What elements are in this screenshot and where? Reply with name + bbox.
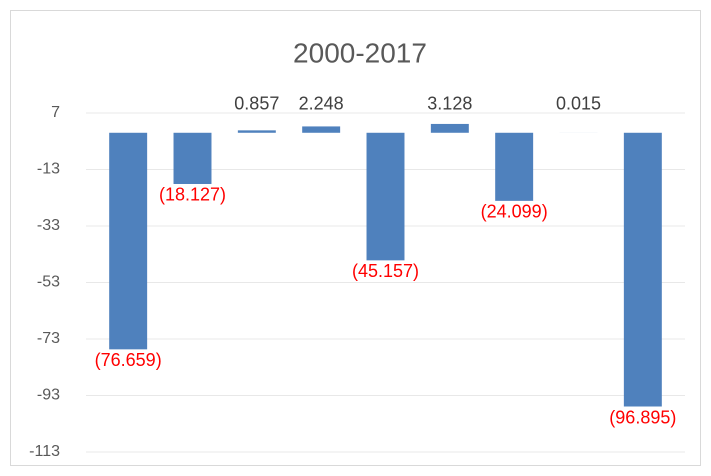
y-tick-label: -13 xyxy=(37,161,60,178)
y-tick-label: -73 xyxy=(37,330,60,347)
value-label: (18.127) xyxy=(159,185,226,205)
y-tick-label: -33 xyxy=(37,217,60,234)
bar xyxy=(430,123,469,133)
value-label: 0.015 xyxy=(556,94,601,114)
bar xyxy=(366,132,405,261)
bar xyxy=(173,132,212,184)
bar xyxy=(237,130,276,133)
y-tick-label: -93 xyxy=(37,387,60,404)
bar xyxy=(302,126,341,133)
bar xyxy=(623,132,662,407)
bar xyxy=(495,132,534,201)
value-label: (24.099) xyxy=(481,202,548,222)
value-label: 3.128 xyxy=(427,94,472,114)
y-tick-label: 7 xyxy=(51,104,60,121)
y-tick-label: -53 xyxy=(37,274,60,291)
value-label: (45.157) xyxy=(352,261,419,281)
bar xyxy=(109,132,148,350)
chart-title: 2000-2017 xyxy=(293,37,427,68)
y-tick-label: -113 xyxy=(29,443,60,460)
value-label: 0.857 xyxy=(234,94,279,114)
value-label: (96.895) xyxy=(609,407,676,427)
value-label: 2.248 xyxy=(299,94,344,114)
value-label: (76.659) xyxy=(95,350,162,370)
